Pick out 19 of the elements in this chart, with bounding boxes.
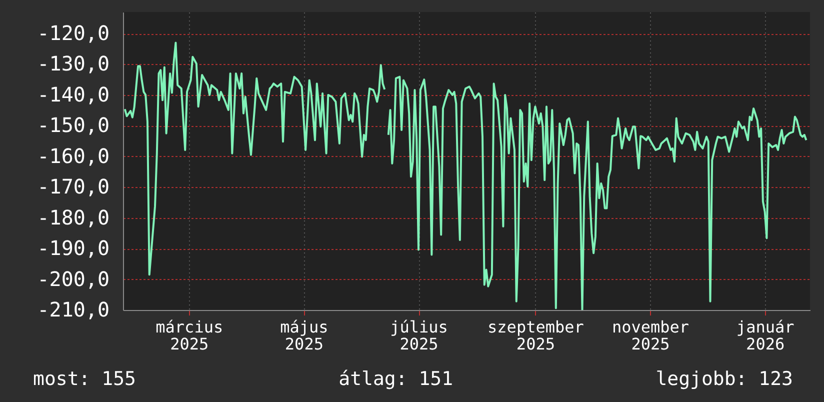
x-tick-label: szeptember 2025 xyxy=(488,318,584,354)
text: most: 155 xyxy=(33,368,136,390)
x-tick-label: március 2025 xyxy=(156,318,224,354)
y-tick-label: -140,0 xyxy=(37,82,110,106)
x-tick-label: november 2025 xyxy=(612,318,690,354)
y-tick-label: -200,0 xyxy=(37,266,110,291)
y-tick-label: -150,0 xyxy=(37,113,110,138)
y-tick-label: -170,0 xyxy=(37,174,110,199)
y-tick-label: -190,0 xyxy=(37,236,110,260)
y-tick-label: -120,0 xyxy=(37,21,110,46)
x-tick-label: július 2025 xyxy=(390,318,448,354)
y-tick-label: -180,0 xyxy=(37,205,110,230)
text: legjobb: 123 xyxy=(656,368,793,390)
y-tick-label: -210,0 xyxy=(37,298,110,322)
x-tick-label: január 2026 xyxy=(736,318,795,354)
x-tick-label: május 2025 xyxy=(280,318,328,354)
y-tick-label: -130,0 xyxy=(37,52,110,76)
text: átlag: 151 xyxy=(338,368,454,390)
y-tick-label: -160,0 xyxy=(37,144,110,168)
